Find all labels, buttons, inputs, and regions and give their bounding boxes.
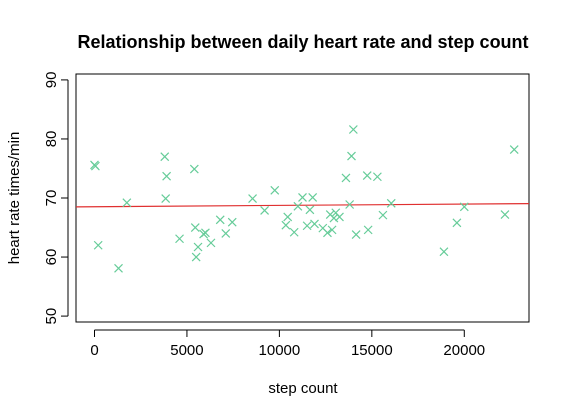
y-tick-label: 50 [43, 308, 60, 325]
data-point [193, 242, 203, 252]
chart-title: Relationship between daily heart rate an… [77, 32, 528, 52]
data-point [347, 151, 356, 161]
data-point [189, 164, 199, 174]
trend-layer [75, 203, 530, 208]
data-point [362, 171, 372, 180]
data-point [221, 229, 231, 238]
data-point [175, 234, 184, 244]
y-axis-label: heart rate times/min [6, 132, 23, 265]
y-tick-label: 60 [43, 249, 60, 266]
data-point [341, 173, 351, 183]
data-point [215, 215, 225, 225]
data-point [283, 212, 293, 222]
y-tick-label: 80 [43, 131, 60, 148]
data-point [329, 213, 339, 223]
data-point [305, 205, 315, 215]
data-point [323, 228, 332, 238]
x-tick-label: 0 [90, 342, 98, 359]
x-tick-label: 20000 [443, 342, 485, 359]
data-point [335, 212, 344, 222]
data-point [281, 220, 291, 230]
data-point [308, 192, 318, 202]
data-point [459, 202, 469, 212]
data-point [201, 228, 210, 238]
x-tick-label: 15000 [351, 342, 393, 359]
data-point [227, 217, 237, 227]
data-point [122, 198, 132, 208]
data-point [351, 230, 361, 240]
data-point [363, 225, 373, 235]
data-point [206, 238, 216, 248]
trend-line [75, 203, 530, 208]
data-point [93, 240, 103, 250]
data-point [345, 200, 355, 209]
data-point [500, 210, 510, 219]
data-point [452, 218, 462, 228]
y-tick-label: 70 [43, 190, 60, 207]
data-point [378, 210, 388, 220]
points-layer [90, 125, 519, 273]
data-point [90, 161, 100, 171]
data-point [160, 152, 170, 162]
x-tick-label: 10000 [259, 342, 301, 359]
x-axis-label: step count [268, 380, 338, 397]
data-point [270, 185, 280, 195]
x-tick-label: 5000 [170, 342, 203, 359]
data-point [260, 205, 270, 215]
data-point [298, 192, 307, 202]
data-point [386, 198, 396, 208]
data-point [114, 263, 123, 273]
x-axis: 0 5000 10000 15000 20000 [90, 329, 485, 359]
data-point [302, 221, 312, 231]
data-point [161, 194, 171, 204]
data-point [348, 125, 358, 134]
y-tick-label: 90 [43, 72, 60, 89]
data-point [191, 252, 201, 262]
data-point [162, 171, 172, 181]
data-point [439, 247, 449, 257]
data-point [327, 225, 337, 235]
data-point [509, 145, 519, 155]
data-point [372, 172, 382, 182]
data-point [293, 201, 303, 211]
data-point [248, 194, 258, 204]
y-axis: 50 60 70 80 90 [43, 72, 69, 325]
plot-frame [75, 73, 530, 323]
data-point [190, 223, 200, 232]
data-point [289, 227, 299, 237]
data-point [310, 219, 319, 229]
